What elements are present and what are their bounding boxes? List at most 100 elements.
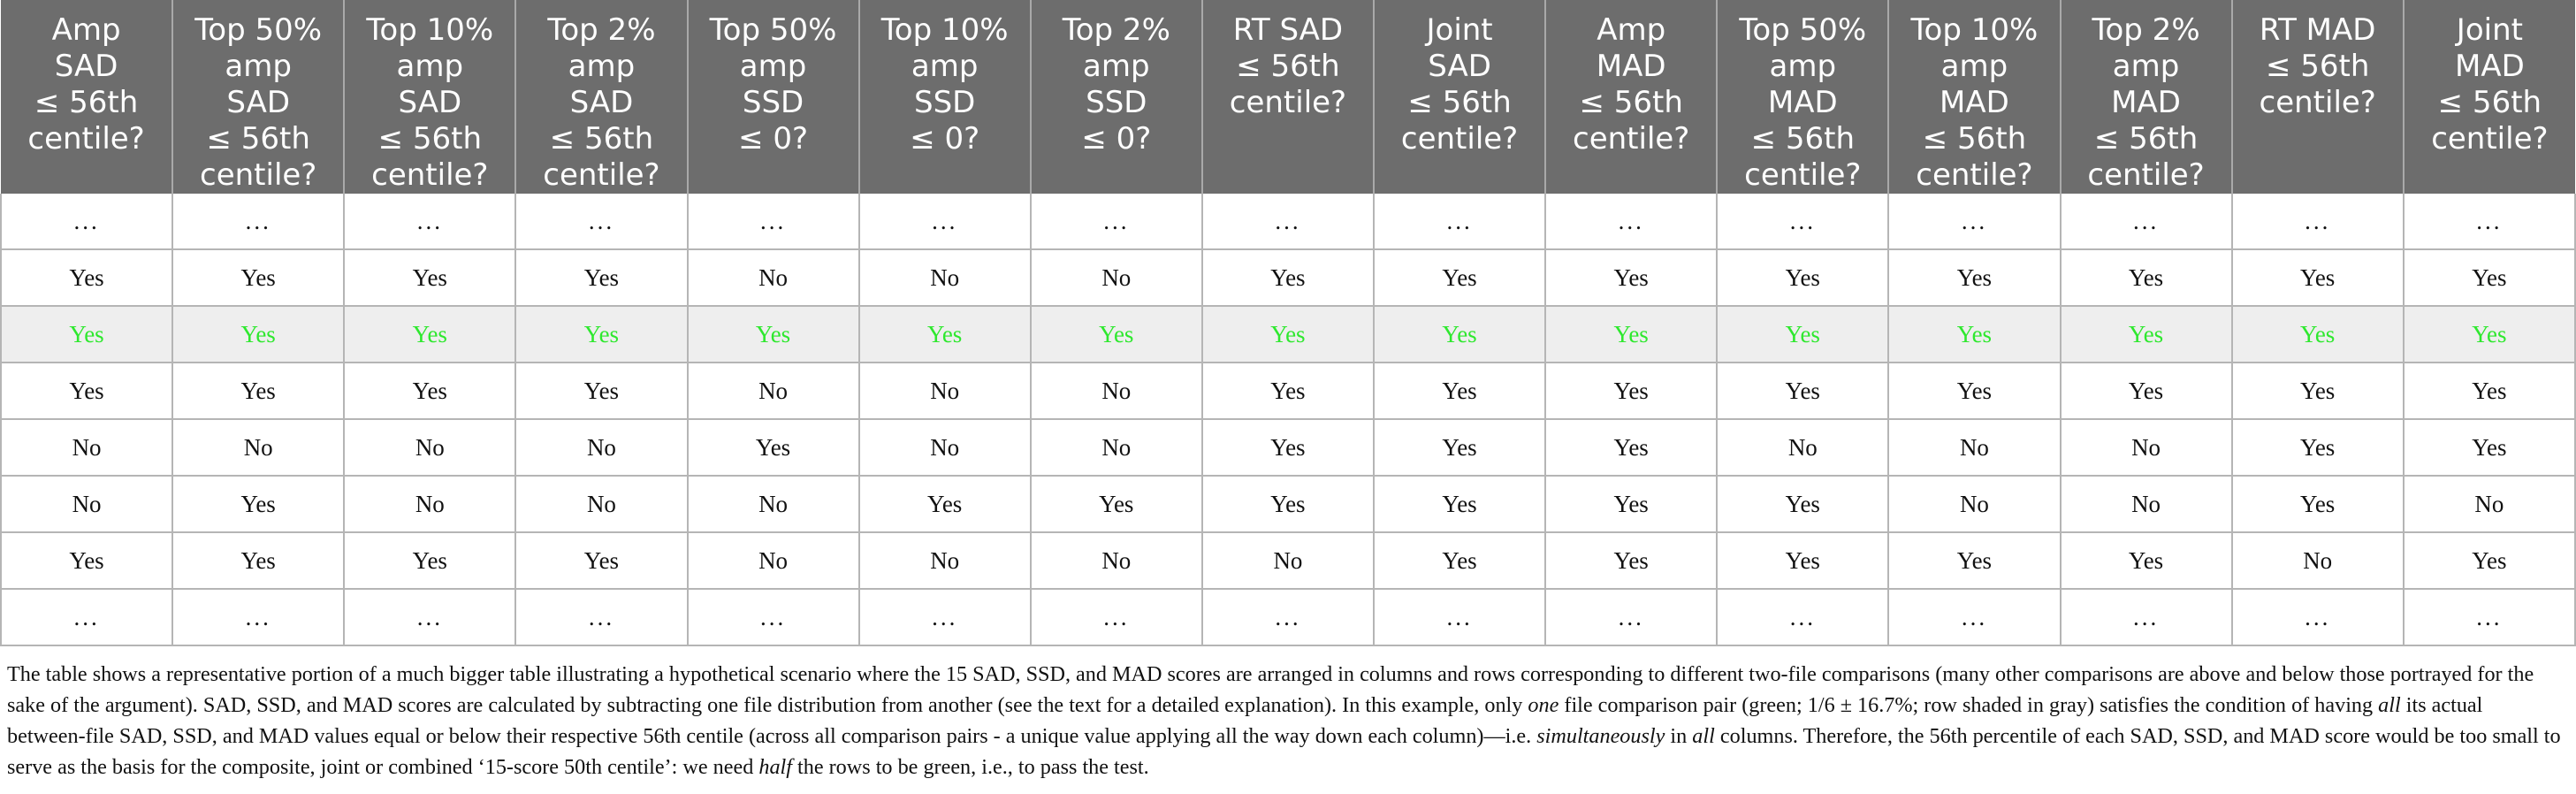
table-cell: No <box>2059 419 2232 477</box>
column-header-line: ≤ 56th <box>377 121 483 157</box>
column-header-line: amp <box>739 49 807 84</box>
header-row: Amp SAD ≤ 56th centile? Top 50% amp SAD ≤ 56th c… <box>1 0 2575 194</box>
table-cell: Yes <box>1200 249 1374 307</box>
column-header-line: ≤ 56th <box>2265 49 2370 84</box>
table-cell: ... <box>686 194 859 250</box>
table-cell: Yes <box>857 476 1031 533</box>
column-header-line: ≤ 56th <box>1236 49 1340 84</box>
column-header-line: ≤ 0? <box>1081 121 1152 157</box>
column-header-line: SSD <box>742 85 804 120</box>
table-body: ........................................… <box>0 194 2576 646</box>
table-cell: Yes <box>1029 306 1202 363</box>
caption-emphasis: one <box>1528 693 1559 717</box>
column-header: Joint SAD ≤ 56th centile? <box>1372 0 1546 194</box>
table-cell: Yes <box>0 249 173 307</box>
highlighted-row: Yes Yes Yes Yes Yes Yes Yes Yes Yes Yes Yes Yes Yes Y… <box>0 306 2576 363</box>
table-cell: Yes <box>514 532 688 590</box>
column-header-line: Top 10% <box>1910 12 2039 48</box>
table-cell: Yes <box>1716 476 1889 533</box>
table-cell: ... <box>1029 589 1202 646</box>
table-cell: Yes <box>171 363 345 420</box>
table-cell: Yes <box>1372 532 1546 590</box>
table-cell: Yes <box>1716 363 1889 420</box>
caption-text: its actual between-file SAD, SSD, and MA… <box>7 693 2483 748</box>
table-cell: ... <box>514 589 688 646</box>
table-cell: No <box>1029 419 1202 477</box>
table-cell: Yes <box>2059 249 2232 307</box>
table-cell: Yes <box>1887 532 2061 590</box>
column-header-line: amp <box>396 49 464 84</box>
column-header-line: amp <box>2112 49 2180 84</box>
column-header: Amp SAD ≤ 56th centile? <box>1 0 173 194</box>
column-header: Top 2% amp SSD ≤ 0? <box>1029 0 1202 194</box>
column-header: RT MAD ≤ 56th centile? <box>2230 0 2404 194</box>
table-cell: Yes <box>0 363 173 420</box>
table-cell: ... <box>171 194 345 250</box>
column-header: Top 50% amp SAD ≤ 56th centile? <box>171 0 345 194</box>
column-header-line: RT MAD <box>2259 12 2376 48</box>
table-cell: Yes <box>343 532 516 590</box>
table-cell: ... <box>1544 194 1718 250</box>
table-cell: No <box>1029 363 1202 420</box>
column-header-line: centile? <box>200 157 317 193</box>
table-cell: Yes <box>686 306 859 363</box>
column-header: Top 10% amp SAD ≤ 56th centile? <box>343 0 516 194</box>
column-header-line: ≤ 56th <box>1750 121 1856 157</box>
column-header-line: ≤ 56th <box>549 121 654 157</box>
column-header-line: centile? <box>2087 157 2205 193</box>
table-cell: ... <box>2230 589 2404 646</box>
table-cell: No <box>686 249 859 307</box>
table-cell: Yes <box>343 306 516 363</box>
table-cell: Yes <box>1544 306 1718 363</box>
table-cell: Yes <box>1372 306 1546 363</box>
column-header-line: SSD <box>914 85 976 120</box>
table-cell: No <box>1716 419 1889 477</box>
table-row: No No No No Yes No No Yes Yes Yes No No No Yes Yes <box>0 419 2576 477</box>
table-cell: ... <box>1029 194 1202 250</box>
table-cell: Yes <box>1544 363 1718 420</box>
table-cell: ... <box>2402 589 2576 646</box>
table-cell: Yes <box>514 306 688 363</box>
column-header-line: centile? <box>1916 157 2033 193</box>
column-header-line: SAD <box>1428 49 1491 84</box>
table-cell: ... <box>857 589 1031 646</box>
table-cell: No <box>2230 532 2404 590</box>
column-header: Top 2% amp SAD ≤ 56th centile? <box>514 0 688 194</box>
table-cell: Yes <box>1544 249 1718 307</box>
table-cell: No <box>686 476 859 533</box>
table-row: Yes Yes Yes Yes No No No No Yes Yes Yes Yes Yes No Yes <box>0 532 2576 590</box>
table-cell: Yes <box>514 249 688 307</box>
table-cell: No <box>514 476 688 533</box>
table-cell: No <box>343 419 516 477</box>
column-header-line: centile? <box>543 157 660 193</box>
table-cell: Yes <box>514 363 688 420</box>
table-cell: No <box>2059 476 2232 533</box>
table-cell: Yes <box>1716 532 1889 590</box>
column-header: Top 10% amp MAD ≤ 56th centile? <box>1887 0 2061 194</box>
column-header-line: centile? <box>1744 157 1862 193</box>
table-cell: Yes <box>1200 363 1374 420</box>
table-row: ........................................… <box>0 194 2576 250</box>
table-cell: ... <box>343 589 516 646</box>
table-cell: Yes <box>1887 249 2061 307</box>
table-cell: No <box>0 476 173 533</box>
table-cell: Yes <box>1716 306 1889 363</box>
table-cell: ... <box>514 194 688 250</box>
column-header-line: MAD <box>2111 85 2181 120</box>
column-header-line: ≤ 0? <box>738 121 809 157</box>
table-cell: Yes <box>1887 306 2061 363</box>
table-cell: ... <box>1887 589 2061 646</box>
table-cell: Yes <box>2402 249 2576 307</box>
caption-text: file comparison pair (green; 1/6 ± 16.7%… <box>1559 693 2379 717</box>
column-header-line: amp <box>1940 49 2008 84</box>
table-cell: Yes <box>2059 306 2232 363</box>
table-cell: No <box>857 363 1031 420</box>
column-header-line: centile? <box>27 121 145 157</box>
column-header-line: MAD <box>1767 85 1838 120</box>
table-cell: Yes <box>1372 419 1546 477</box>
table-cell: Yes <box>2059 363 2232 420</box>
table-cell: Yes <box>171 476 345 533</box>
column-header-line: SSD <box>1086 85 1147 120</box>
column-header: Amp MAD ≤ 56th centile? <box>1544 0 1718 194</box>
column-header-line: Top 2% <box>547 12 656 48</box>
